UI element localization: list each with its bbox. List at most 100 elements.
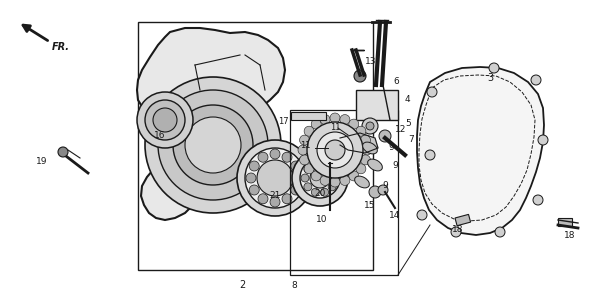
Circle shape xyxy=(153,108,177,132)
Polygon shape xyxy=(340,133,378,153)
Text: 6: 6 xyxy=(393,77,399,86)
Circle shape xyxy=(330,113,340,123)
Circle shape xyxy=(304,183,312,191)
Text: 4: 4 xyxy=(405,95,411,104)
Circle shape xyxy=(489,63,499,73)
Circle shape xyxy=(325,140,345,160)
Circle shape xyxy=(185,117,241,173)
Circle shape xyxy=(270,197,280,207)
Ellipse shape xyxy=(368,159,382,171)
Circle shape xyxy=(312,188,319,196)
Circle shape xyxy=(258,152,268,162)
Circle shape xyxy=(320,115,330,125)
Circle shape xyxy=(145,77,281,213)
Circle shape xyxy=(145,100,185,140)
Circle shape xyxy=(300,158,340,198)
Circle shape xyxy=(237,140,313,216)
Circle shape xyxy=(304,126,314,136)
Circle shape xyxy=(270,149,280,159)
Circle shape xyxy=(300,135,310,145)
Bar xyxy=(291,112,326,120)
Circle shape xyxy=(340,115,350,125)
Circle shape xyxy=(307,122,363,178)
Circle shape xyxy=(531,75,541,85)
Circle shape xyxy=(257,160,293,196)
Circle shape xyxy=(538,135,548,145)
Bar xyxy=(455,214,471,226)
Bar xyxy=(558,218,572,226)
Text: 9: 9 xyxy=(392,160,398,169)
Circle shape xyxy=(360,155,371,165)
Circle shape xyxy=(320,175,330,185)
Circle shape xyxy=(362,145,372,155)
Text: 15: 15 xyxy=(364,200,376,209)
Circle shape xyxy=(292,150,348,206)
Text: 11: 11 xyxy=(330,123,340,132)
Circle shape xyxy=(304,165,312,173)
Circle shape xyxy=(331,174,339,182)
Bar xyxy=(290,110,398,275)
Text: 18: 18 xyxy=(564,231,576,240)
Circle shape xyxy=(356,126,366,136)
Circle shape xyxy=(258,194,268,204)
Circle shape xyxy=(330,177,340,187)
Text: 19: 19 xyxy=(36,157,48,166)
Circle shape xyxy=(291,161,301,171)
Circle shape xyxy=(427,87,437,97)
Circle shape xyxy=(349,171,359,181)
Bar xyxy=(138,22,373,270)
Text: 16: 16 xyxy=(154,132,166,141)
Circle shape xyxy=(328,165,336,173)
Circle shape xyxy=(379,130,391,142)
Text: 9: 9 xyxy=(388,144,394,153)
Circle shape xyxy=(304,164,314,174)
Circle shape xyxy=(298,145,308,155)
Circle shape xyxy=(362,118,378,134)
Circle shape xyxy=(425,150,435,160)
Circle shape xyxy=(354,70,366,82)
Text: 8: 8 xyxy=(291,281,297,290)
Text: 13: 13 xyxy=(365,57,376,67)
Circle shape xyxy=(360,135,371,145)
Ellipse shape xyxy=(355,176,369,188)
Circle shape xyxy=(417,210,427,220)
Circle shape xyxy=(356,164,366,174)
Text: 7: 7 xyxy=(408,135,414,144)
Circle shape xyxy=(58,147,68,157)
Circle shape xyxy=(533,195,543,205)
Circle shape xyxy=(282,194,292,204)
Circle shape xyxy=(249,161,259,171)
Text: 2: 2 xyxy=(239,280,245,290)
Circle shape xyxy=(300,155,310,165)
Circle shape xyxy=(137,92,193,148)
Circle shape xyxy=(340,175,350,185)
Circle shape xyxy=(301,174,309,182)
Text: 17: 17 xyxy=(278,117,289,126)
Text: 18: 18 xyxy=(453,225,464,234)
Text: 5: 5 xyxy=(405,119,411,129)
Circle shape xyxy=(495,227,505,237)
Circle shape xyxy=(317,132,353,168)
Circle shape xyxy=(173,105,253,185)
Circle shape xyxy=(349,119,359,129)
Circle shape xyxy=(378,185,388,195)
Circle shape xyxy=(366,122,374,130)
Ellipse shape xyxy=(363,142,378,154)
Circle shape xyxy=(310,168,330,188)
Circle shape xyxy=(312,160,319,168)
Circle shape xyxy=(320,160,329,168)
Circle shape xyxy=(249,185,259,195)
Circle shape xyxy=(311,171,321,181)
Text: 14: 14 xyxy=(389,210,401,219)
Circle shape xyxy=(291,185,301,195)
Circle shape xyxy=(451,227,461,237)
Bar xyxy=(356,90,398,120)
Text: 12: 12 xyxy=(395,126,407,135)
Circle shape xyxy=(246,173,256,183)
PathPatch shape xyxy=(417,67,544,235)
Text: FR.: FR. xyxy=(52,42,70,52)
Circle shape xyxy=(282,152,292,162)
Circle shape xyxy=(328,183,336,191)
Text: 20: 20 xyxy=(314,190,326,198)
Circle shape xyxy=(320,188,329,196)
